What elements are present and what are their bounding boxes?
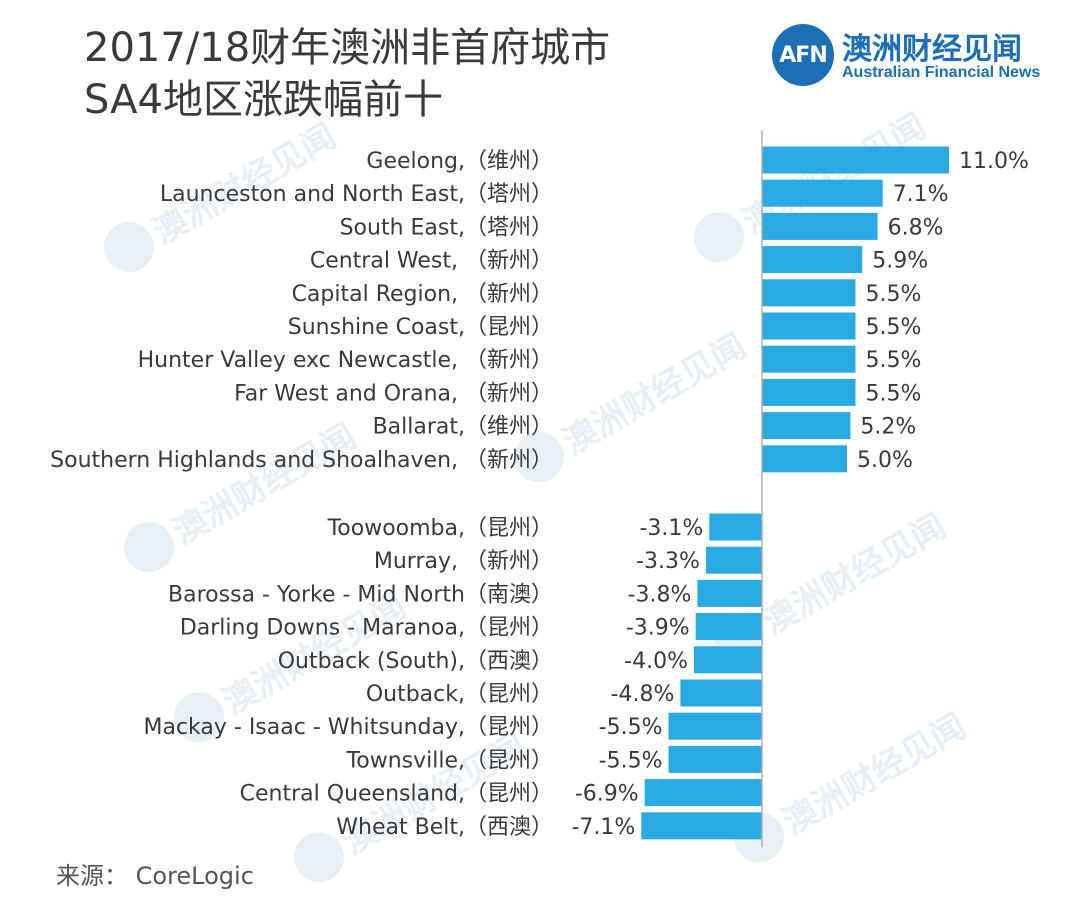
value-label-bottom-4: -4.0%	[624, 649, 688, 674]
value-label-top-7: 5.5%	[866, 381, 922, 406]
bar-bottom-0	[709, 513, 762, 541]
bar-bottom-3	[695, 613, 762, 641]
value-label-bottom-1: -3.3%	[636, 549, 700, 574]
category-label-bottom-0: Toowoomba,（昆州）	[327, 516, 553, 541]
value-label-top-2: 6.8%	[888, 215, 944, 240]
bar-bottom-1	[705, 546, 762, 574]
category-label-bottom-3: Darling Downs - Maranoa,（昆州）	[180, 616, 553, 641]
category-label-top-1: Launceston and North East,（塔州）	[160, 182, 553, 207]
bar-top-8	[762, 412, 851, 440]
bar-top-9	[762, 445, 847, 473]
category-label-bottom-7: Townsville,（昆州）	[346, 748, 553, 773]
category-label-top-3: Central West, （新州）	[310, 249, 553, 274]
bar-top-4	[762, 279, 856, 307]
value-label-bottom-5: -4.8%	[611, 682, 675, 707]
bar-top-0	[762, 146, 949, 174]
value-label-bottom-9: -7.1%	[571, 815, 635, 840]
bar-top-3	[762, 246, 863, 274]
value-label-bottom-6: -5.5%	[599, 715, 663, 740]
category-label-top-6: Hunter Valley exc Newcastle, （新州）	[138, 348, 553, 373]
value-label-top-9: 5.0%	[857, 448, 913, 473]
value-label-top-5: 5.5%	[866, 315, 922, 340]
title-line-1: 2017/18财年澳洲非首府城市	[84, 25, 611, 71]
value-label-top-4: 5.5%	[866, 282, 922, 307]
value-label-top-3: 5.9%	[872, 249, 928, 274]
bar-top-5	[762, 312, 856, 340]
bar-bottom-7	[668, 745, 762, 773]
bar-top-1	[762, 179, 883, 207]
title-line-2: SA4地区涨跌幅前十	[84, 77, 443, 123]
bar-bottom-5	[680, 679, 762, 707]
value-label-bottom-8: -6.9%	[575, 782, 639, 807]
category-label-bottom-1: Murray, （新州）	[374, 549, 553, 574]
bar-bottom-9	[641, 812, 762, 840]
category-label-bottom-2: Barossa - Yorke - Mid North（南澳）	[168, 582, 553, 607]
category-label-bottom-6: Mackay - Isaac - Whitsunday,（昆州）	[143, 715, 553, 740]
category-label-bottom-9: Wheat Belt,（西澳）	[336, 815, 553, 840]
category-label-top-4: Capital Region, （新州）	[292, 282, 553, 307]
bar-bottom-2	[697, 579, 762, 607]
category-label-top-8: Ballarat,（维州）	[373, 415, 553, 440]
chart-title: 2017/18财年澳洲非首府城市 SA4地区涨跌幅前十	[84, 22, 610, 126]
bar-top-2	[762, 212, 878, 240]
value-label-top-1: 7.1%	[893, 182, 949, 207]
category-label-top-7: Far West and Orana, （新州）	[234, 381, 553, 406]
logo-name-cn: 澳洲财经见闻	[842, 32, 1022, 67]
category-label-bottom-4: Outback (South),（西澳）	[278, 649, 553, 674]
bar-bottom-8	[644, 779, 762, 807]
value-label-bottom-0: -3.1%	[639, 516, 703, 541]
category-label-bottom-5: Outback,（昆州）	[366, 682, 553, 707]
category-label-top-0: Geelong,（维州）	[366, 149, 553, 174]
category-label-top-5: Sunshine Coast,（昆州）	[288, 315, 553, 340]
bar-top-7	[762, 378, 856, 406]
value-label-top-6: 5.5%	[866, 348, 922, 373]
value-label-bottom-2: -3.8%	[628, 582, 692, 607]
category-label-bottom-8: Central Queensland,（昆州）	[240, 782, 553, 807]
bar-bottom-4	[694, 646, 762, 674]
source-note: 来源： CoreLogic	[56, 862, 254, 890]
value-label-bottom-3: -3.9%	[626, 616, 690, 641]
category-label-top-9: Southern Highlands and Shoalhaven, （新州）	[50, 448, 553, 473]
afn-logo-mark: AFN	[772, 24, 834, 86]
value-label-top-0: 11.0%	[959, 149, 1029, 174]
bar-bottom-6	[668, 712, 762, 740]
logo-name-en: Australian Financial News	[842, 64, 1041, 81]
bar-top-6	[762, 345, 856, 373]
category-label-top-2: South East,（塔州）	[340, 215, 553, 240]
afn-logo: AFN 澳洲财经见闻 Australian Financial News	[772, 22, 1062, 88]
value-label-bottom-7: -5.5%	[599, 748, 663, 773]
value-label-top-8: 5.2%	[860, 415, 916, 440]
